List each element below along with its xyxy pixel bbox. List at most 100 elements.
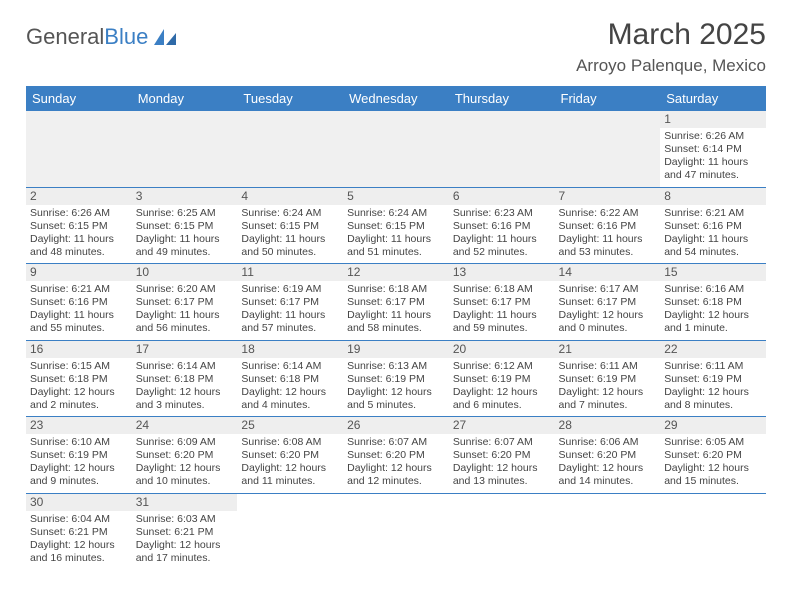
sunrise-text: Sunrise: 6:13 AM <box>347 360 445 373</box>
sunrise-text: Sunrise: 6:16 AM <box>664 283 762 296</box>
sunset-text: Sunset: 6:21 PM <box>136 526 234 539</box>
calendar-week-row: 16Sunrise: 6:15 AMSunset: 6:18 PMDayligh… <box>26 340 766 417</box>
calendar-day-cell: 11 Sunrise: 6:19 AMSunset: 6:17 PMDayligh… <box>237 264 343 341</box>
sunrise-text: Sunrise: 6:07 AM <box>453 436 551 449</box>
daylight-text: Daylight: 12 hours and 12 minutes. <box>347 462 445 488</box>
calendar-day-cell: 3Sunrise: 6:25 AMSunset: 6:15 PMDaylight… <box>132 187 238 264</box>
sunrise-text: Sunrise: 6:05 AM <box>664 436 762 449</box>
daylight-text: Daylight: 12 hours and 4 minutes. <box>241 386 339 412</box>
weekday-header-row: Sunday Monday Tuesday Wednesday Thursday… <box>26 86 766 111</box>
calendar-day-cell: 5Sunrise: 6:24 AMSunset: 6:15 PMDaylight… <box>343 187 449 264</box>
sunset-text: Sunset: 6:20 PM <box>347 449 445 462</box>
daylight-text: Daylight: 12 hours and 16 minutes. <box>30 539 128 565</box>
calendar-day-cell: 24Sunrise: 6:09 AMSunset: 6:20 PMDayligh… <box>132 417 238 494</box>
calendar-day-cell: 16Sunrise: 6:15 AMSunset: 6:18 PMDayligh… <box>26 340 132 417</box>
sunset-text: Sunset: 6:16 PM <box>559 220 657 233</box>
calendar-day-cell: 28Sunrise: 6:06 AMSunset: 6:20 PMDayligh… <box>555 417 661 494</box>
day-number: 29 <box>660 417 766 434</box>
sunset-text: Sunset: 6:17 PM <box>347 296 445 309</box>
daylight-text: Daylight: 11 hours and 57 minutes. <box>241 309 339 335</box>
sunrise-text: Sunrise: 6:04 AM <box>30 513 128 526</box>
calendar-day-cell: 1Sunrise: 6:26 AMSunset: 6:14 PMDaylight… <box>660 111 766 187</box>
calendar-day-cell: 4Sunrise: 6:24 AMSunset: 6:15 PMDaylight… <box>237 187 343 264</box>
sunrise-text: Sunrise: 6:15 AM <box>30 360 128 373</box>
calendar-day-cell <box>26 111 132 187</box>
sunrise-text: Sunrise: 6:26 AM <box>664 130 762 143</box>
day-number: 26 <box>343 417 449 434</box>
sunset-text: Sunset: 6:18 PM <box>241 373 339 386</box>
sunset-text: Sunset: 6:20 PM <box>136 449 234 462</box>
day-number: 22 <box>660 341 766 358</box>
sunset-text: Sunset: 6:15 PM <box>30 220 128 233</box>
calendar-week-row: 2Sunrise: 6:26 AMSunset: 6:15 PMDaylight… <box>26 187 766 264</box>
calendar-day-cell <box>237 111 343 187</box>
sunrise-text: Sunrise: 6:18 AM <box>347 283 445 296</box>
calendar-day-cell: 29Sunrise: 6:05 AMSunset: 6:20 PMDayligh… <box>660 417 766 494</box>
calendar-day-cell <box>343 111 449 187</box>
calendar-table: Sunday Monday Tuesday Wednesday Thursday… <box>26 86 766 569</box>
calendar-week-row: 9Sunrise: 6:21 AMSunset: 6:16 PMDaylight… <box>26 264 766 341</box>
sunset-text: Sunset: 6:17 PM <box>453 296 551 309</box>
day-number: 17 <box>132 341 238 358</box>
calendar-day-cell: 17 Sunrise: 6:14 AMSunset: 6:18 PMDayligh… <box>132 340 238 417</box>
daylight-text: Daylight: 12 hours and 1 minute. <box>664 309 762 335</box>
month-title: March 2025 <box>576 18 766 52</box>
location-subtitle: Arroyo Palenque, Mexico <box>576 56 766 76</box>
daylight-text: Daylight: 12 hours and 13 minutes. <box>453 462 551 488</box>
daylight-text: Daylight: 11 hours and 55 minutes. <box>30 309 128 335</box>
sunset-text: Sunset: 6:15 PM <box>136 220 234 233</box>
calendar-day-cell: 6Sunrise: 6:23 AMSunset: 6:16 PMDaylight… <box>449 187 555 264</box>
day-number: 5 <box>343 188 449 205</box>
calendar-day-cell: 19Sunrise: 6:13 AMSunset: 6:19 PMDayligh… <box>343 340 449 417</box>
day-number: 9 <box>26 264 132 281</box>
day-number: 23 <box>26 417 132 434</box>
calendar-day-cell: 10Sunrise: 6:20 AMSunset: 6:17 PMDayligh… <box>132 264 238 341</box>
calendar-day-cell: 30Sunrise: 6:04 AMSunset: 6:21 PMDayligh… <box>26 493 132 569</box>
sunrise-text: Sunrise: 6:19 AM <box>241 283 339 296</box>
page-header: GeneralBlue March 2025 Arroyo Palenque, … <box>26 18 766 76</box>
daylight-text: Daylight: 12 hours and 11 minutes. <box>241 462 339 488</box>
day-number: 4 <box>237 188 343 205</box>
daylight-text: Daylight: 12 hours and 14 minutes. <box>559 462 657 488</box>
sunrise-text: Sunrise: 6:11 AM <box>664 360 762 373</box>
daylight-text: Daylight: 11 hours and 51 minutes. <box>347 233 445 259</box>
day-number: 31 <box>132 494 238 511</box>
sunset-text: Sunset: 6:17 PM <box>136 296 234 309</box>
day-number: 18 <box>237 341 343 358</box>
calendar-day-cell <box>132 111 238 187</box>
sunset-text: Sunset: 6:21 PM <box>30 526 128 539</box>
sunset-text: Sunset: 6:15 PM <box>347 220 445 233</box>
day-number: 28 <box>555 417 661 434</box>
sunrise-text: Sunrise: 6:08 AM <box>241 436 339 449</box>
sunset-text: Sunset: 6:19 PM <box>664 373 762 386</box>
calendar-day-cell: 15Sunrise: 6:16 AMSunset: 6:18 PMDayligh… <box>660 264 766 341</box>
sail-icon <box>152 27 178 47</box>
daylight-text: Daylight: 12 hours and 2 minutes. <box>30 386 128 412</box>
calendar-day-cell: 8Sunrise: 6:21 AMSunset: 6:16 PMDaylight… <box>660 187 766 264</box>
sunrise-text: Sunrise: 6:03 AM <box>136 513 234 526</box>
sunrise-text: Sunrise: 6:21 AM <box>664 207 762 220</box>
sunset-text: Sunset: 6:17 PM <box>559 296 657 309</box>
day-number: 10 <box>132 264 238 281</box>
daylight-text: Daylight: 12 hours and 8 minutes. <box>664 386 762 412</box>
day-number: 11 <box>237 264 343 281</box>
calendar-day-cell <box>237 493 343 569</box>
calendar-day-cell: 21Sunrise: 6:11 AMSunset: 6:19 PMDayligh… <box>555 340 661 417</box>
sunrise-text: Sunrise: 6:25 AM <box>136 207 234 220</box>
weekday-header: Monday <box>132 86 238 111</box>
sunrise-text: Sunrise: 6:20 AM <box>136 283 234 296</box>
day-number: 12 <box>343 264 449 281</box>
daylight-text: Daylight: 12 hours and 15 minutes. <box>664 462 762 488</box>
calendar-day-cell <box>449 493 555 569</box>
day-number: 1 <box>660 111 766 128</box>
day-number: 20 <box>449 341 555 358</box>
daylight-text: Daylight: 12 hours and 3 minutes. <box>136 386 234 412</box>
daylight-text: Daylight: 11 hours and 48 minutes. <box>30 233 128 259</box>
sunset-text: Sunset: 6:19 PM <box>453 373 551 386</box>
sunset-text: Sunset: 6:17 PM <box>241 296 339 309</box>
sunset-text: Sunset: 6:18 PM <box>136 373 234 386</box>
day-number: 7 <box>555 188 661 205</box>
sunrise-text: Sunrise: 6:14 AM <box>136 360 234 373</box>
brand-text-1: General <box>26 24 104 50</box>
sunrise-text: Sunrise: 6:12 AM <box>453 360 551 373</box>
